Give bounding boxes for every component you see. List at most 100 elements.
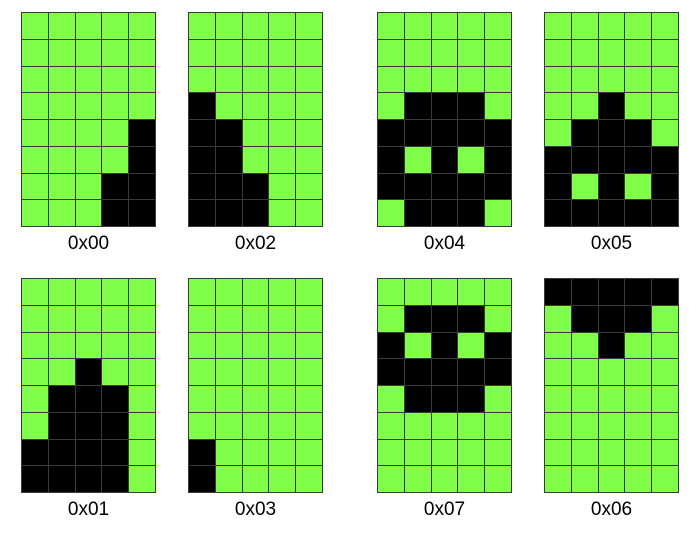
pixel-off — [129, 412, 155, 439]
pixel-off — [242, 332, 269, 359]
pixel-off — [485, 305, 511, 332]
pixel-off — [296, 146, 322, 173]
pixel-off — [129, 332, 155, 359]
pixel-off — [22, 305, 48, 332]
pixel-off — [189, 66, 215, 93]
pixel-on — [129, 200, 155, 226]
pixel-off — [22, 66, 48, 93]
pixel-off — [102, 146, 129, 173]
pixel-off — [378, 93, 404, 119]
pixel-off — [545, 412, 571, 439]
pixel-off — [545, 39, 571, 66]
pixel-off — [102, 66, 129, 93]
pixel-off — [75, 279, 102, 305]
pixel-off — [215, 412, 242, 439]
pixel-off — [242, 439, 269, 466]
pixel-off — [75, 66, 102, 93]
pixel-off — [652, 93, 678, 119]
pixel-off — [625, 93, 652, 119]
pixel-off — [129, 13, 155, 39]
pixel-off — [378, 39, 404, 66]
pixel-on — [102, 466, 129, 492]
pixel-off — [404, 439, 431, 466]
pixel-on — [48, 439, 75, 466]
pixel-on — [75, 466, 102, 492]
pixel-off — [189, 13, 215, 39]
pixel-off — [75, 93, 102, 119]
pixel-off — [269, 412, 296, 439]
pixel-on — [458, 173, 485, 200]
pixel-off — [458, 466, 485, 492]
pixel-on — [431, 359, 458, 385]
pixel-on — [431, 93, 458, 119]
pixel-off — [378, 13, 404, 39]
pixel-off — [378, 439, 404, 466]
pixel-off — [75, 305, 102, 332]
pixel-off — [22, 13, 48, 39]
pixel-on — [378, 146, 404, 173]
pixel-off — [485, 439, 511, 466]
pixel-grid — [188, 12, 323, 227]
pixel-off — [625, 39, 652, 66]
pixel-off — [75, 173, 102, 200]
pixel-off — [129, 359, 155, 385]
pixel-off — [652, 386, 678, 412]
pixel-off — [22, 146, 48, 173]
pixel-on — [485, 173, 511, 200]
pixel-off — [296, 66, 322, 93]
pixel-off — [485, 466, 511, 492]
pixel-off — [458, 439, 485, 466]
tile-1: 0x02 — [188, 12, 323, 255]
pixel-off — [545, 359, 571, 385]
pixel-on — [404, 305, 431, 332]
pixel-off — [458, 66, 485, 93]
pixel-off — [571, 332, 598, 359]
pixel-off — [129, 39, 155, 66]
pixel-off — [485, 412, 511, 439]
pixel-off — [269, 279, 296, 305]
pixel-off — [129, 439, 155, 466]
pixel-off — [652, 39, 678, 66]
pixel-off — [215, 305, 242, 332]
pixel-on — [431, 386, 458, 412]
pixel-on — [404, 200, 431, 226]
pixel-off — [48, 200, 75, 226]
pixel-off — [571, 13, 598, 39]
pixel-off — [48, 66, 75, 93]
pixel-off — [129, 279, 155, 305]
pixel-on — [48, 412, 75, 439]
pixel-off — [431, 279, 458, 305]
pixel-on — [571, 305, 598, 332]
pixel-off — [378, 279, 404, 305]
pixel-on — [75, 439, 102, 466]
pixel-off — [269, 146, 296, 173]
tile-label: 0x01 — [67, 499, 110, 520]
pixel-off — [296, 359, 322, 385]
pixel-off — [75, 332, 102, 359]
pixel-off — [652, 412, 678, 439]
pixel-off — [545, 386, 571, 412]
pixel-on — [242, 200, 269, 226]
pixel-on — [652, 279, 678, 305]
pixel-on — [189, 200, 215, 226]
pixel-off — [129, 305, 155, 332]
pixel-off — [22, 412, 48, 439]
pixel-off — [296, 279, 322, 305]
pixel-on — [48, 386, 75, 412]
pixel-off — [296, 332, 322, 359]
pixel-off — [545, 120, 571, 146]
pixel-off — [242, 279, 269, 305]
pixel-on — [652, 173, 678, 200]
pixel-off — [296, 466, 322, 492]
pixel-on — [378, 359, 404, 385]
pixel-off — [625, 412, 652, 439]
pixel-on — [431, 146, 458, 173]
pixel-off — [48, 332, 75, 359]
pixel-off — [625, 466, 652, 492]
pixel-off — [48, 279, 75, 305]
pixel-off — [48, 93, 75, 119]
pixel-off — [269, 386, 296, 412]
tile-label: 0x02 — [234, 233, 277, 254]
pixel-on — [458, 93, 485, 119]
pixel-off — [215, 386, 242, 412]
